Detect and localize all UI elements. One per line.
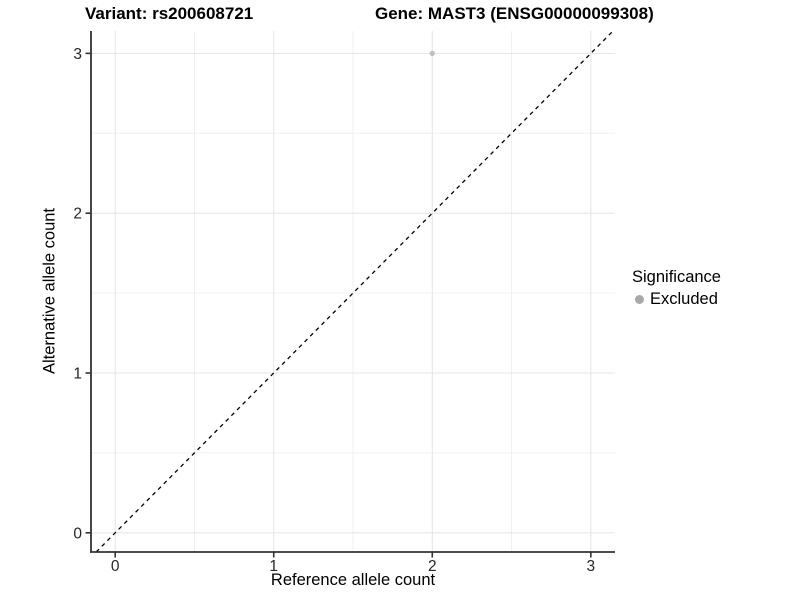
y-tick-label: 3	[73, 46, 82, 63]
gene-title: Gene: MAST3 (ENSG00000099308)	[375, 4, 654, 23]
x-tick-label: 2	[428, 558, 437, 575]
variant-title: Variant: rs200608721	[85, 4, 254, 23]
x-tick-label: 3	[587, 558, 596, 575]
x-axis-title: Reference allele count	[270, 571, 436, 589]
legend-entry: Excluded	[632, 290, 721, 309]
legend: Significance Excluded	[632, 268, 721, 309]
legend-title: Significance	[632, 268, 721, 286]
y-tick-label: 0	[73, 525, 82, 542]
y-axis-title: Alternative allele count	[40, 207, 59, 375]
legend-entry-label: Excluded	[650, 290, 718, 308]
x-tick-label: 1	[269, 558, 278, 575]
data-point	[429, 50, 435, 56]
excluded-point-icon	[635, 295, 644, 304]
y-tick-label: 1	[73, 366, 82, 383]
y-tick-label: 2	[73, 206, 82, 223]
identity-dashed-line	[95, 30, 614, 553]
x-tick-label: 0	[111, 558, 120, 575]
